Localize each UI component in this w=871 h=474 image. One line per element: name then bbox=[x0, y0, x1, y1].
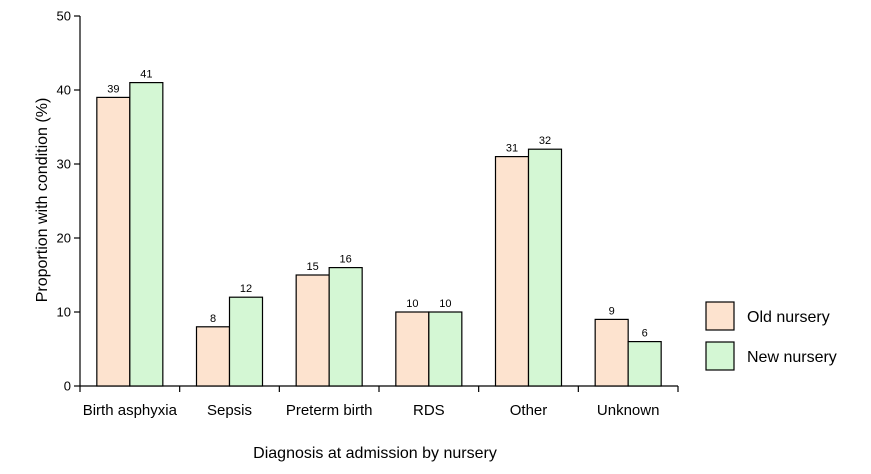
data-label: 31 bbox=[506, 143, 518, 155]
data-label: 32 bbox=[539, 135, 551, 147]
bar-new-nursery bbox=[129, 81, 164, 387]
bar-new-nursery bbox=[428, 311, 463, 387]
data-label: 41 bbox=[140, 69, 152, 81]
x-tick-label: Sepsis bbox=[207, 402, 252, 419]
bar-new-nursery bbox=[228, 296, 264, 387]
data-label: 12 bbox=[240, 283, 252, 295]
data-labels: 39 41 8 12 15 16 10 10 31 32 9 6 bbox=[107, 69, 648, 340]
x-axis: Birth asphyxia Sepsis Preterm birth RDS Othe… bbox=[79, 385, 679, 419]
y-tick-label: 20 bbox=[57, 231, 71, 246]
bar-old-nursery bbox=[96, 96, 131, 387]
bar-new-nursery bbox=[328, 267, 363, 387]
y-tick-label: 0 bbox=[64, 379, 71, 394]
data-label: 9 bbox=[609, 305, 615, 317]
data-label: 8 bbox=[210, 313, 216, 325]
legend-label: Old nursery bbox=[747, 309, 830, 326]
data-label: 15 bbox=[307, 261, 319, 273]
y-axis: 0 10 20 30 40 50 bbox=[57, 9, 81, 394]
data-label: 6 bbox=[642, 328, 648, 340]
bar-old-nursery bbox=[295, 274, 330, 387]
y-tick-label: 50 bbox=[57, 9, 71, 24]
data-label: 16 bbox=[340, 254, 352, 266]
x-tick-label: Preterm birth bbox=[286, 402, 373, 419]
y-tick-label: 30 bbox=[57, 157, 71, 172]
y-tick-label: 40 bbox=[57, 83, 71, 98]
legend: Old nursery New nursery bbox=[705, 301, 837, 371]
legend-swatch bbox=[705, 341, 735, 371]
data-label: 39 bbox=[107, 83, 119, 95]
x-tick-label: Other bbox=[510, 402, 548, 419]
bar-new-nursery bbox=[527, 148, 563, 387]
bar-old-nursery bbox=[195, 326, 231, 387]
bar-new-nursery bbox=[627, 341, 662, 387]
data-label: 10 bbox=[439, 298, 451, 310]
legend-label: New nursery bbox=[747, 349, 837, 366]
bar-old-nursery bbox=[594, 318, 629, 387]
x-axis-title: Diagnosis at admission by nursery bbox=[253, 445, 497, 462]
legend-swatch bbox=[705, 301, 735, 331]
bar-old-nursery bbox=[395, 311, 430, 387]
bar-old-nursery bbox=[494, 156, 530, 387]
bars bbox=[96, 81, 662, 387]
x-tick-label: Unknown bbox=[597, 402, 660, 419]
x-tick-label: RDS bbox=[413, 402, 445, 419]
y-axis-title: Proportion with condition (%) bbox=[34, 98, 51, 303]
y-tick-label: 10 bbox=[57, 305, 71, 320]
data-label: 10 bbox=[406, 298, 418, 310]
x-tick-label: Birth asphyxia bbox=[83, 402, 178, 419]
